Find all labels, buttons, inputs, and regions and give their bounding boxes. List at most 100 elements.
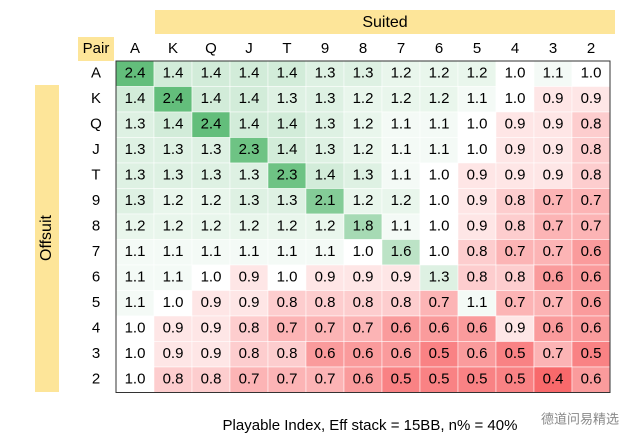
cell: [305, 137, 345, 164]
cell: [533, 264, 573, 291]
cell-label: 1.3: [315, 90, 336, 107]
cell: [495, 86, 535, 113]
cell-label: 0.8: [505, 192, 526, 209]
cell-label: 1.4: [239, 65, 260, 82]
cell-label: 0.9: [201, 345, 222, 362]
cell-label: 1.2: [277, 218, 298, 235]
cell: [419, 264, 459, 291]
cell: [191, 264, 231, 291]
cell-label: 0.8: [277, 345, 298, 362]
cell-label: 0.6: [315, 345, 336, 362]
cell-label: 1.2: [239, 218, 260, 235]
column-label: K: [168, 40, 178, 57]
column-label: T: [282, 40, 291, 57]
cell-label: 1.3: [163, 167, 184, 184]
cell: [419, 366, 459, 393]
cell-label: 1.1: [201, 243, 222, 260]
cell-label: 1.1: [391, 141, 412, 158]
cell: [571, 264, 611, 291]
cell-label: 1.3: [163, 141, 184, 158]
cell-label: 1.6: [391, 243, 412, 260]
cell-label: 0.9: [505, 116, 526, 133]
cell-label: 2.4: [125, 65, 146, 82]
cell: [229, 264, 269, 291]
cell-label: 0.7: [543, 345, 564, 362]
cell-label: 0.9: [315, 269, 336, 286]
cell-label: 1.2: [467, 65, 488, 82]
cell: [229, 239, 269, 266]
cell: [191, 239, 231, 266]
cell-label: 0.7: [505, 243, 526, 260]
cell: [153, 86, 193, 113]
cell-label: 1.3: [239, 192, 260, 209]
cell-label: 0.9: [543, 167, 564, 184]
cell: [229, 162, 269, 189]
cell: [229, 111, 269, 138]
cell: [267, 315, 307, 342]
cell: [533, 239, 573, 266]
cell-label: 0.8: [467, 269, 488, 286]
cell: [457, 213, 497, 240]
cell: [305, 188, 345, 215]
cell-label: 0.6: [543, 269, 564, 286]
cell-label: 1.0: [125, 371, 146, 388]
cell-label: 0.6: [581, 320, 602, 337]
cell: [457, 111, 497, 138]
cell-label: 1.2: [429, 65, 450, 82]
cell-label: 1.1: [125, 294, 146, 311]
cell-label: 1.1: [239, 243, 260, 260]
cell-label: 1.2: [353, 141, 374, 158]
watermark: 德道问易精选: [541, 411, 619, 426]
cell: [267, 239, 307, 266]
cell: [419, 213, 459, 240]
cell: [419, 290, 459, 317]
cell-label: 0.8: [353, 294, 374, 311]
cell-label: 0.7: [581, 192, 602, 209]
cell-label: 0.6: [391, 345, 412, 362]
cell-label: 0.8: [505, 218, 526, 235]
cell-label: 0.9: [163, 345, 184, 362]
cell-label: 1.3: [125, 141, 146, 158]
cell: [115, 264, 155, 291]
cell-label: 0.5: [429, 345, 450, 362]
cell-label: 1.3: [353, 65, 374, 82]
cell-label: 0.5: [429, 371, 450, 388]
column-label: J: [245, 40, 253, 57]
cell-label: 1.1: [467, 90, 488, 107]
row-label: J: [92, 141, 100, 158]
cell-label: 0.8: [315, 294, 336, 311]
cell-label: 0.6: [391, 320, 412, 337]
table-border: [115, 60, 611, 393]
cell: [343, 137, 383, 164]
cell: [495, 137, 535, 164]
cell: [381, 162, 421, 189]
cell: [343, 366, 383, 393]
cell: [191, 341, 231, 368]
cell-label: 1.4: [163, 116, 184, 133]
cell: [495, 264, 535, 291]
row-label: 4: [92, 320, 100, 337]
cell: [457, 366, 497, 393]
cell: [381, 239, 421, 266]
row-label: Q: [90, 116, 102, 133]
cell: [115, 111, 155, 138]
cell-label: 1.3: [315, 141, 336, 158]
cell-label: 1.0: [505, 90, 526, 107]
cell-label: 0.7: [315, 371, 336, 388]
cell: [533, 86, 573, 113]
cell-label: 1.1: [163, 243, 184, 260]
cell-label: 1.4: [315, 167, 336, 184]
cell: [571, 341, 611, 368]
cell-label: 0.9: [505, 141, 526, 158]
cell: [305, 366, 345, 393]
cell: [153, 341, 193, 368]
column-group: Suited: [362, 14, 407, 31]
cell: [115, 188, 155, 215]
cell-label: 1.2: [125, 218, 146, 235]
cell-label: 1.2: [353, 90, 374, 107]
cell-label: 0.6: [581, 371, 602, 388]
cell-label: 0.5: [581, 345, 602, 362]
cell-label: 1.2: [163, 192, 184, 209]
cell: [191, 315, 231, 342]
